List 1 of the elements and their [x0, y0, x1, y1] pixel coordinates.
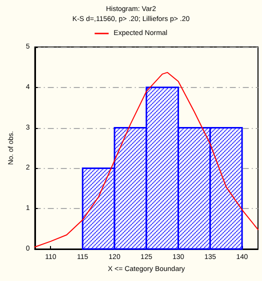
line-series: [34, 72, 258, 248]
